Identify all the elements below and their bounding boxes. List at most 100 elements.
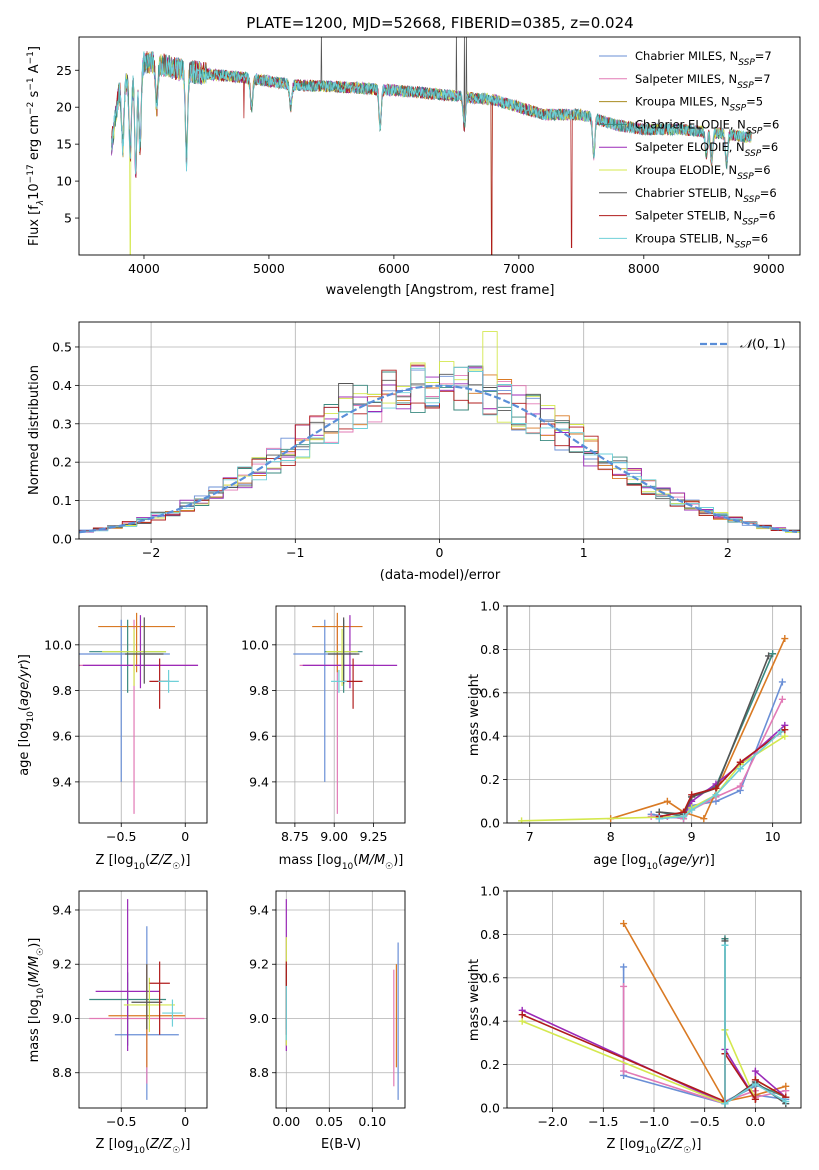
legend-label: Salpeter MILES, NSSP=7: [635, 72, 771, 91]
x-axis-label-part: )]: [180, 1137, 190, 1152]
y-axis-label-part: A: [27, 64, 42, 77]
x-axis-label: age [log10(age/yr)]: [593, 853, 715, 872]
series-marker: [712, 784, 720, 792]
x-axis-label-part: )]: [393, 853, 403, 868]
x-axis-label-part: Z [log: [96, 1137, 134, 1152]
x-tick-label: 0: [181, 829, 189, 844]
x-axis-label: Z [log10(Z/Z☉)]: [607, 1137, 702, 1156]
axes-frame: [78, 605, 208, 824]
legend-label-part: SSP: [746, 126, 763, 136]
series-marker: [663, 797, 671, 805]
series-marker: [655, 815, 663, 823]
axes-frame: [506, 890, 802, 1109]
y-axis-label-part: ]: [27, 46, 42, 51]
legend-label: Salpeter ELODIE, NSSP=6: [635, 140, 778, 159]
y-tick-label: 9.4: [52, 774, 72, 789]
x-tick-label: 4000: [128, 261, 160, 276]
spectrum-line-8: [111, 50, 752, 175]
axes-frame: [275, 605, 406, 824]
x-axis-label-part: Z/Z: [660, 1137, 684, 1152]
legend-label: Kroupa STELIB, NSSP=6: [635, 231, 768, 250]
legend-label-part: =6: [759, 209, 776, 223]
x-tick-label: 0.00: [272, 1114, 300, 1129]
y-tick-label: 0.2: [480, 1057, 500, 1072]
y-tick-label: 8.8: [249, 1065, 269, 1080]
series-marker: [647, 812, 655, 820]
series-line-8: [659, 731, 782, 820]
series-marker: [781, 635, 789, 643]
gaussian-curve: [79, 384, 798, 534]
x-tick-label: 0: [181, 1114, 189, 1129]
x-axis-label: Z [log10(Z/Z☉)]: [96, 853, 191, 872]
series-marker: [781, 732, 789, 740]
series-marker: [688, 791, 696, 799]
x-axis-label: (data-model)/error: [380, 568, 501, 583]
legend-label-part: SSP: [737, 81, 754, 91]
y-axis-label-part: −17: [26, 164, 36, 183]
y-tick-label: 9.8: [249, 683, 269, 698]
x-axis-label-part: (: [658, 853, 663, 868]
series-marker: [736, 758, 744, 766]
x-tick-label: 6000: [378, 261, 410, 276]
y-tick-label: 9.0: [52, 1011, 72, 1026]
y-tick-label: 5: [64, 211, 72, 226]
plot-area: [276, 606, 405, 823]
x-tick-label: −2.0: [537, 1114, 567, 1129]
x-tick-label: 9.25: [360, 829, 388, 844]
y-tick-label: 1.0: [480, 884, 500, 899]
x-axis-label-part: Z [log: [96, 853, 134, 868]
y-tick-label: 9.2: [52, 957, 72, 972]
legend-label: Chabrier STELIB, NSSP=6: [635, 186, 777, 205]
legend-label-part: =5: [746, 95, 763, 109]
y-tick-label: 0.8: [480, 642, 500, 657]
legend-label-part: Salpeter ELODIE, N: [635, 140, 745, 154]
series-marker: [620, 1067, 628, 1075]
x-axis-label-part: ☉: [385, 862, 393, 872]
plot-area: [276, 891, 405, 1108]
y-axis-label: Normed distribution: [27, 365, 42, 495]
y-tick-label: 10.0: [44, 637, 72, 652]
x-tick-label: −0.5: [690, 1114, 720, 1129]
x-tick-label: 0.10: [358, 1114, 386, 1129]
legend-label-part: SSP: [738, 58, 755, 68]
legend-label-part: Chabrier ELODIE, N: [635, 117, 746, 131]
y-tick-label: 25: [56, 63, 72, 78]
series-line-7: [659, 729, 786, 818]
series-marker: [736, 765, 744, 773]
y-axis-label: mass [log10(M/M☉)]: [27, 938, 46, 1063]
series-marker: [782, 1097, 790, 1105]
x-axis-label: Z [log10(Z/Z☉)]: [96, 1137, 191, 1156]
y-axis-label-part: s: [27, 90, 42, 101]
x-tick-label: 5000: [253, 261, 285, 276]
legend-label: Kroupa ELODIE, NSSP=6: [635, 163, 771, 182]
x-tick-label: 8.75: [281, 829, 309, 844]
legend-gaussian-label-part: (0, 1): [752, 336, 786, 351]
y-tick-label: 8.8: [52, 1065, 72, 1080]
y-tick-label: 0.4: [480, 1014, 500, 1029]
axes-frame: [78, 36, 801, 256]
x-axis-label-part: mass [log: [279, 853, 342, 868]
y-axis-label: Flux [fλ10−17 erg cm−2 s−1 A−1]: [26, 46, 46, 246]
x-tick-label: 8000: [628, 261, 660, 276]
legend-label-part: =6: [761, 140, 778, 154]
x-axis-label-part: age [log: [593, 853, 646, 868]
plot-area: [507, 606, 801, 823]
y-tick-label: 9.6: [52, 729, 72, 744]
x-axis-label: wavelength [Angstrom, rest frame]: [326, 283, 555, 298]
series-marker: [778, 678, 786, 686]
series-marker: [620, 920, 628, 928]
legend-label-part: Chabrier STELIB, N: [635, 186, 743, 200]
axes-frame: [78, 890, 208, 1109]
y-tick-label: 0.2: [480, 772, 500, 787]
series-marker: [778, 695, 786, 703]
x-tick-label: 0.0: [745, 1114, 765, 1129]
series-marker: [721, 941, 729, 949]
x-tick-label: 10: [765, 829, 781, 844]
y-tick-label: 9.0: [249, 1011, 269, 1026]
legend-label-part: SSP: [745, 149, 762, 159]
legend-label-part: Kroupa ELODIE, N: [635, 163, 737, 177]
y-tick-label: 9.4: [249, 774, 269, 789]
x-axis-label-part: (: [353, 853, 358, 868]
